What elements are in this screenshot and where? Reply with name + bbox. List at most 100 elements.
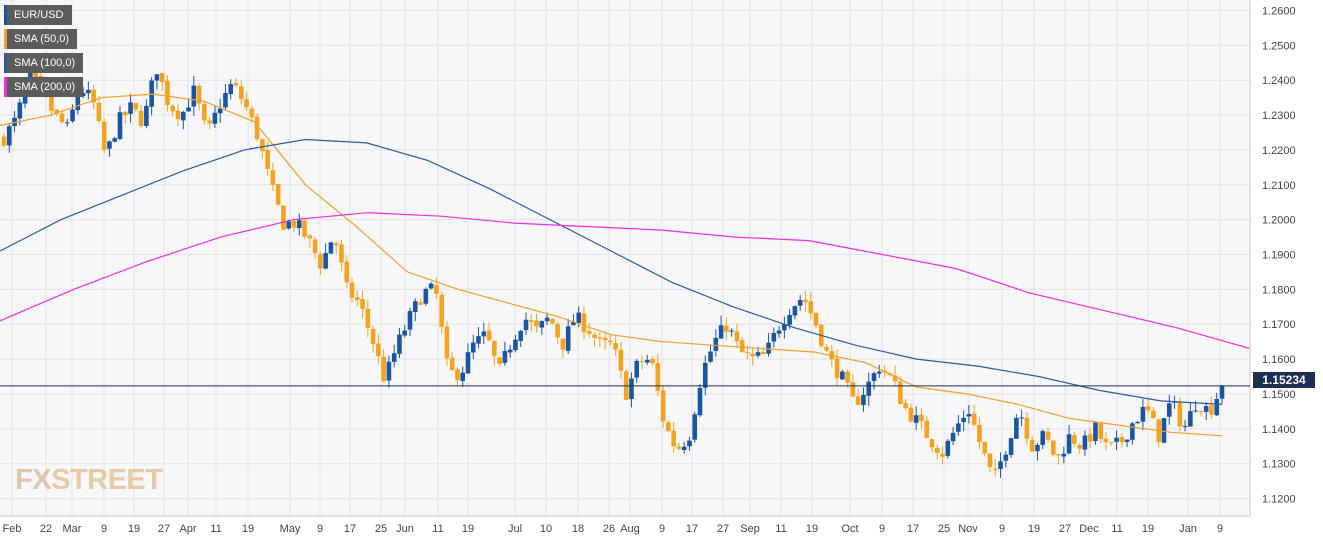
x-tick-label: 22	[40, 523, 52, 535]
candle-down	[550, 318, 555, 324]
candle-down	[1056, 454, 1061, 456]
x-tick-label: Aug	[620, 523, 640, 535]
candle-up	[460, 372, 466, 381]
legend-label-sma50: SMA (50,0)	[7, 29, 78, 49]
x-tick-label: Dec	[1079, 523, 1099, 535]
candle-down	[924, 420, 930, 439]
candle-up	[70, 109, 75, 122]
candle-down	[824, 346, 829, 351]
candle-up	[1135, 421, 1140, 424]
candle-down	[808, 301, 814, 314]
candle-up	[697, 387, 703, 416]
candle-up	[787, 314, 792, 325]
candle-up	[1140, 406, 1146, 422]
candle-up	[998, 461, 1003, 469]
candle-up	[1182, 426, 1188, 428]
x-tick-label: 19	[242, 523, 254, 535]
y-tick-label: 1.2000	[1262, 215, 1296, 227]
candle-up	[465, 352, 471, 374]
candle-down	[892, 375, 898, 382]
candle-up	[776, 330, 782, 334]
x-tick-label: 10	[540, 523, 552, 535]
candle-up	[950, 432, 956, 442]
candle-up	[391, 353, 397, 362]
y-tick-label: 1.2200	[1262, 145, 1296, 157]
candle-down	[175, 110, 181, 120]
candle-up	[1082, 435, 1088, 450]
candle-up	[945, 440, 951, 456]
y-tick-label: 1.2100	[1262, 180, 1296, 192]
candle-up	[687, 440, 692, 447]
candle-down	[977, 424, 982, 443]
candle-down	[992, 468, 998, 470]
candle-down	[734, 331, 740, 342]
candle-down	[560, 338, 566, 350]
candle-up	[1019, 417, 1024, 419]
candle-up	[1008, 438, 1014, 455]
legend-swatch-sma50	[4, 29, 7, 49]
candle-down	[1198, 411, 1204, 413]
candle-down	[344, 261, 350, 283]
candle-down	[676, 446, 682, 449]
candle-up	[755, 352, 761, 356]
candle-up	[286, 221, 292, 229]
candle-down	[381, 356, 386, 382]
x-tick-label: Oct	[841, 523, 858, 535]
legend-item-eurusd[interactable]: EUR/USD	[4, 5, 83, 25]
x-tick-label: 25	[375, 523, 387, 535]
candle-down	[929, 439, 935, 448]
candle-up	[186, 107, 191, 112]
legend-label-eurusd: EUR/USD	[7, 5, 72, 25]
candle-up	[876, 371, 882, 374]
legend-item-sma100[interactable]: SMA (100,0)	[4, 53, 84, 73]
legend-item-sma200[interactable]: SMA (200,0)	[4, 77, 84, 97]
y-tick-label: 1.1900	[1262, 250, 1296, 262]
candle-down	[613, 343, 618, 350]
candle-up	[470, 342, 476, 353]
candle-down	[586, 331, 592, 334]
x-tick-label: May	[280, 523, 301, 535]
candle-down	[122, 111, 128, 115]
candle-down	[1151, 410, 1156, 419]
sma-200-line	[0, 212, 1251, 350]
candle-down	[196, 85, 202, 104]
candle-down	[349, 282, 355, 298]
candle-down	[555, 323, 560, 338]
candle-down	[434, 284, 439, 294]
candle-down	[312, 239, 318, 254]
x-tick-label: 19	[1028, 523, 1040, 535]
candle-up	[771, 332, 777, 342]
candle-up	[6, 126, 12, 146]
x-tick-label: Jan	[1179, 523, 1197, 535]
candle-up	[913, 415, 919, 423]
candle-up	[107, 141, 112, 149]
candle-down	[898, 381, 903, 404]
x-tick-label: 27	[717, 523, 729, 535]
candle-up	[1066, 434, 1072, 454]
candle-down	[270, 170, 276, 186]
candle-down	[1209, 405, 1214, 415]
candle-down	[655, 363, 661, 391]
candle-down	[987, 453, 993, 468]
candle-down	[803, 299, 808, 303]
candle-down	[96, 102, 102, 122]
y-tick-label: 1.1300	[1262, 459, 1296, 471]
x-tick-label: 11	[775, 523, 786, 535]
candle-up	[861, 394, 866, 406]
x-tick-label: 17	[907, 523, 919, 535]
candle-up	[518, 330, 524, 341]
candle-down	[339, 244, 344, 263]
candle-down	[908, 407, 914, 422]
candle-up	[840, 371, 845, 380]
candle-down	[919, 414, 924, 422]
candle-down	[618, 349, 624, 371]
candle-down	[940, 453, 945, 457]
candle-down	[660, 390, 666, 422]
candle-up	[412, 301, 418, 313]
candle-up	[797, 299, 803, 306]
candle-down	[666, 422, 671, 431]
candle-up	[871, 373, 877, 382]
x-tick-label: 9	[879, 523, 885, 535]
candle-down	[1119, 436, 1125, 443]
legend-item-sma50[interactable]: SMA (50,0)	[4, 29, 83, 49]
